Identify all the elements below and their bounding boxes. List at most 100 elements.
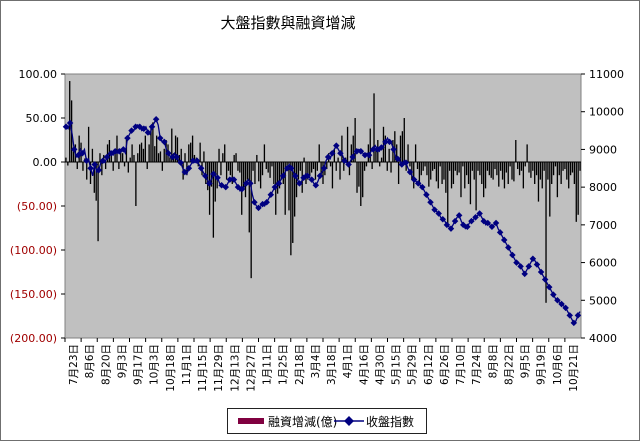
bar [259,162,262,189]
bar [106,144,109,162]
x-tick-label: 7月23日 [68,344,80,385]
bar [384,135,387,162]
bar [112,162,114,171]
index-point [95,166,103,174]
index-point [128,127,135,134]
x-tick-label: 3月4日 [310,344,322,378]
bar [503,162,506,189]
index-point [230,176,238,183]
index-point [312,182,320,189]
bar [551,162,553,184]
right-tick-label: 7000 [589,219,617,232]
bar [333,148,335,162]
bar [295,162,298,198]
index-point [83,157,90,164]
bar [263,144,266,162]
bar [311,162,313,173]
bar [560,162,562,184]
bar [93,162,95,193]
index-point [99,157,107,164]
index-point [546,283,553,291]
bar [535,162,538,176]
bar [135,162,137,206]
bar [552,162,555,176]
bar [343,162,345,171]
x-tick-label: 12月27日 [245,344,257,392]
bar [375,148,377,162]
bar [303,157,305,162]
bar [65,157,67,162]
bar [532,162,534,171]
bar [441,162,443,184]
bar [554,162,557,167]
bar [369,128,371,162]
index-point [468,217,475,225]
bar [227,162,230,171]
bar [165,140,167,162]
index-point [435,210,442,217]
bar [163,148,165,162]
index-point [533,261,541,268]
index-point [279,172,287,180]
bar [486,162,489,171]
bar [462,162,464,167]
bar [95,162,97,201]
bar [252,162,254,171]
index-point [304,172,311,180]
bar [492,162,494,180]
index-point [185,165,193,172]
bar [413,162,415,189]
bar [549,162,551,217]
bar [401,131,404,162]
index-point [341,157,348,164]
bar [399,135,402,162]
bar [159,151,162,162]
index-point [550,291,557,298]
bar [286,162,288,167]
bar [224,144,226,162]
bar [123,162,126,167]
plot-area [64,73,582,339]
bar [534,162,536,184]
index-point [574,312,582,319]
bar [373,93,375,162]
index-point [472,214,479,221]
index-point [296,180,303,187]
bar [454,162,456,171]
bar [222,153,224,162]
bar [104,162,107,170]
index-point [537,268,545,276]
bar [288,162,290,211]
right-tick-label: 9000 [589,143,617,156]
bar [150,126,152,162]
bar [78,135,80,162]
bar [322,162,324,184]
index-point [173,153,180,161]
bar [348,162,351,176]
bar [464,162,466,189]
bar [146,162,148,170]
bar [407,144,409,162]
bar [513,162,515,182]
bar [539,162,542,180]
x-tick-label: 7月10日 [455,344,467,385]
bar [356,162,358,193]
x-tick-label: 3月18日 [326,344,338,385]
bar [278,162,281,189]
bar [180,148,182,162]
bar [433,162,436,170]
bar [326,162,328,170]
right-tick-label: 8000 [589,181,617,194]
index-point [283,165,291,172]
left-tick-label: 0.00 [33,156,58,169]
bar [337,157,339,162]
x-tick-label: 9月19日 [536,344,548,385]
bar [86,162,88,180]
index-point [349,153,356,161]
index-point [275,180,283,187]
index-point [247,180,254,187]
bar [254,162,256,184]
bar [365,162,368,167]
bar [214,162,216,202]
bar [405,162,407,171]
